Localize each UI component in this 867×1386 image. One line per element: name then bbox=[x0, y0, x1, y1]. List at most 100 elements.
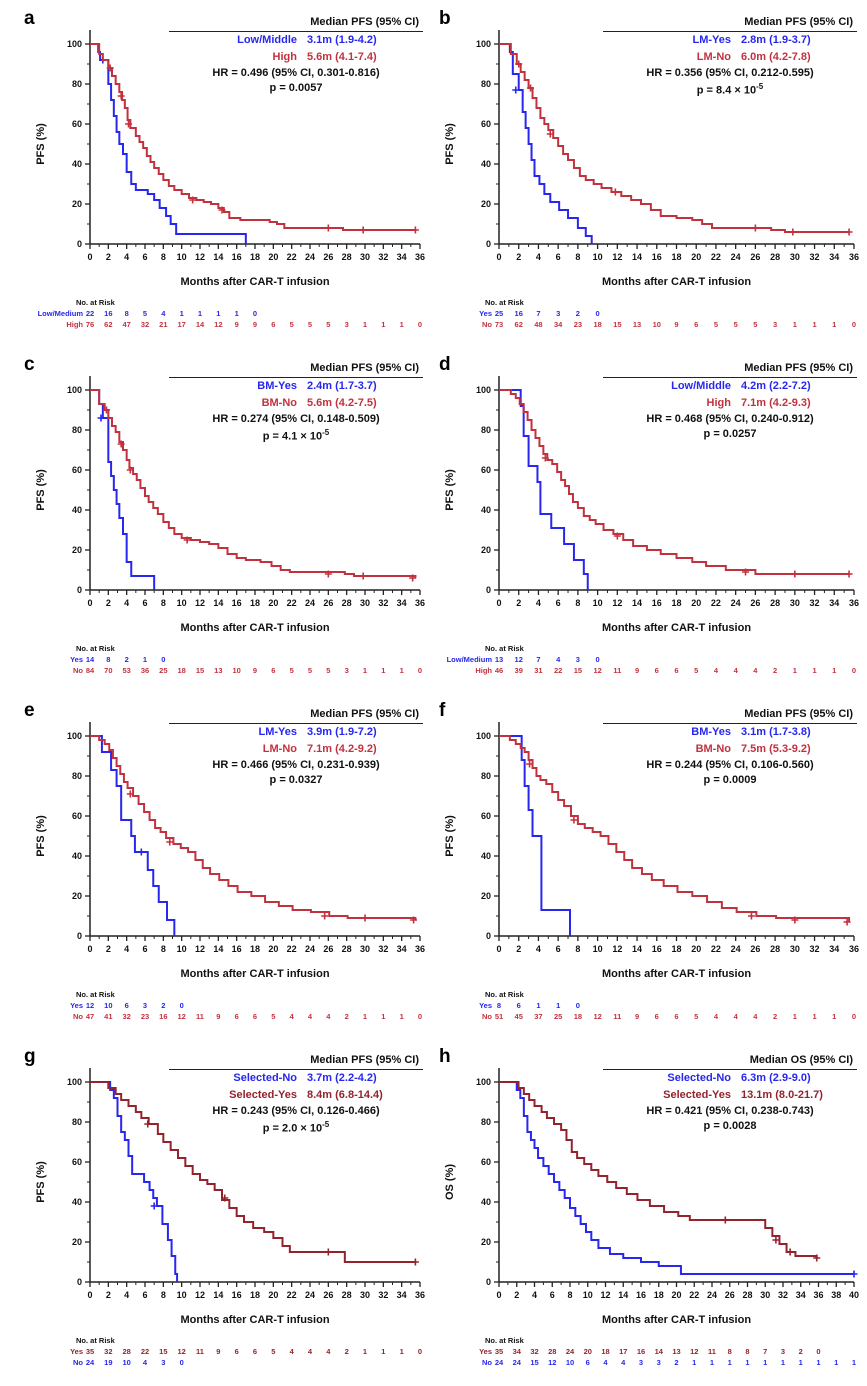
risk-count: 11 bbox=[613, 1012, 622, 1021]
svg-text:60: 60 bbox=[481, 119, 491, 129]
censor-mark bbox=[126, 790, 134, 798]
svg-text:20: 20 bbox=[72, 1237, 82, 1247]
svg-text:10: 10 bbox=[177, 944, 187, 954]
svg-text:18: 18 bbox=[654, 1290, 664, 1300]
risk-count: 5 bbox=[307, 320, 313, 329]
svg-text:8: 8 bbox=[161, 944, 166, 954]
svg-text:18: 18 bbox=[250, 598, 260, 608]
risk-row-label: No bbox=[482, 1358, 492, 1367]
censor-mark bbox=[721, 1216, 729, 1224]
risk-row: Yes 14 8 2 1 0 bbox=[0, 655, 433, 665]
risk-count: 12 bbox=[593, 1012, 602, 1021]
legend-header: Median PFS (95% CI) bbox=[603, 16, 857, 32]
risk-count: 5 bbox=[694, 666, 699, 675]
svg-text:0: 0 bbox=[496, 1290, 501, 1300]
svg-text:18: 18 bbox=[250, 944, 260, 954]
y-axis-title: PFS (%) bbox=[35, 469, 47, 511]
risk-count: 4 bbox=[307, 1012, 313, 1021]
risk-table-label: No. at Risk bbox=[485, 644, 524, 653]
risk-count: 9 bbox=[674, 320, 679, 329]
censor-mark bbox=[411, 1258, 419, 1266]
legend-row: BM-No 7.5m (5.3-9.2) bbox=[603, 743, 857, 757]
risk-row-label: Yes bbox=[70, 655, 83, 664]
hr-text: HR = 0.243 (95% CI, 0.126-0.466) bbox=[212, 1105, 380, 1118]
risk-count: 9 bbox=[252, 320, 258, 329]
risk-row: Low/Medium 22 16 8 5 4 1 1 1 1 0 bbox=[0, 309, 433, 319]
risk-row-label: High bbox=[475, 666, 492, 675]
risk-count: 62 bbox=[514, 320, 523, 329]
risk-count: 0 bbox=[816, 1347, 821, 1356]
svg-text:36: 36 bbox=[415, 598, 425, 608]
svg-text:16: 16 bbox=[652, 252, 662, 262]
legend-header: Median PFS (95% CI) bbox=[169, 16, 423, 32]
risk-count: 32 bbox=[530, 1347, 539, 1356]
censor-mark bbox=[791, 916, 799, 924]
svg-text:16: 16 bbox=[232, 1290, 242, 1300]
risk-count: 6 bbox=[234, 1012, 239, 1021]
risk-count: 5 bbox=[753, 320, 758, 329]
risk-count: 45 bbox=[514, 1012, 523, 1021]
svg-text:12: 12 bbox=[195, 1290, 205, 1300]
panel-g: g 0 20 40 60 80 100 0 2 4 6 8 10 12 14 16 18 20 22 24 26 28 3… bbox=[0, 1038, 433, 1384]
legend-group-label: BM-Yes bbox=[691, 726, 731, 739]
svg-text:36: 36 bbox=[415, 1290, 425, 1300]
risk-count: 1 bbox=[197, 309, 203, 318]
svg-text:24: 24 bbox=[731, 252, 741, 262]
censor-mark bbox=[751, 224, 759, 232]
risk-count: 18 bbox=[601, 1347, 610, 1356]
svg-text:36: 36 bbox=[849, 598, 859, 608]
risk-row: No 51 45 37 25 18 12 11 9 6 6 5 4 4 4 2 1 1 1 0 bbox=[433, 1012, 867, 1022]
legend-group-label: BM-Yes bbox=[257, 380, 297, 393]
svg-text:60: 60 bbox=[481, 1157, 491, 1167]
risk-count: 4 bbox=[161, 309, 166, 318]
panel-d: d 0 20 40 60 80 100 0 2 4 6 8 10 12 14 16 18 20 22 24 26 28 3… bbox=[433, 346, 867, 692]
svg-text:0: 0 bbox=[77, 1277, 82, 1287]
risk-count: 39 bbox=[514, 666, 523, 675]
svg-text:28: 28 bbox=[770, 944, 780, 954]
km-curve-high bbox=[499, 389, 850, 575]
risk-count: 1 bbox=[745, 1358, 750, 1367]
risk-count: 4 bbox=[603, 1358, 608, 1367]
risk-count: 1 bbox=[692, 1358, 697, 1367]
p-value-text: p = 0.0028 bbox=[603, 1120, 857, 1134]
svg-text:2: 2 bbox=[106, 252, 111, 262]
risk-count: 6 bbox=[674, 1012, 679, 1021]
svg-text:36: 36 bbox=[849, 252, 859, 262]
panel-c: c 0 20 40 60 80 100 0 2 4 6 8 10 12 14 16 18 20 22 24 26 28 3… bbox=[0, 346, 433, 692]
risk-count: 23 bbox=[140, 1012, 150, 1021]
legend-row: Selected-Yes 13.1m (8.0-21.7) bbox=[603, 1089, 857, 1103]
svg-text:6: 6 bbox=[142, 598, 147, 608]
km-curve-selected-no bbox=[90, 1081, 179, 1282]
legend-median-value: 6.0m (4.2-7.8) bbox=[741, 50, 811, 63]
risk-count: 17 bbox=[177, 320, 186, 329]
risk-count: 4 bbox=[713, 666, 719, 675]
svg-text:40: 40 bbox=[72, 1197, 82, 1207]
risk-count: 1 bbox=[763, 1358, 768, 1367]
y-axis-title: PFS (%) bbox=[444, 469, 456, 511]
risk-count: 15 bbox=[195, 666, 205, 675]
legend-row: BM-No 5.6m (4.2-7.5) bbox=[169, 397, 423, 411]
svg-text:18: 18 bbox=[250, 252, 260, 262]
risk-count: 15 bbox=[530, 1358, 539, 1367]
svg-text:12: 12 bbox=[195, 252, 205, 262]
risk-count: 24 bbox=[565, 1347, 575, 1356]
risk-count: 3 bbox=[575, 655, 580, 664]
p-value-text: p = 0.0057 bbox=[169, 82, 423, 96]
risk-count: 12 bbox=[690, 1347, 699, 1356]
risk-count: 22 bbox=[85, 309, 95, 318]
risk-count: 2 bbox=[124, 655, 129, 664]
legend-group-label: Low/Middle bbox=[237, 34, 297, 47]
svg-text:60: 60 bbox=[72, 811, 82, 821]
risk-count: 18 bbox=[177, 666, 186, 675]
legend-median-value: 6.3m (2.9-9.0) bbox=[741, 1072, 811, 1085]
risk-count: 14 bbox=[654, 1347, 663, 1356]
svg-text:18: 18 bbox=[250, 1290, 260, 1300]
svg-text:6: 6 bbox=[142, 1290, 147, 1300]
svg-text:10: 10 bbox=[177, 252, 187, 262]
risk-count: 22 bbox=[140, 1347, 150, 1356]
hr-text: HR = 0.421 (95% CI, 0.238-0.743) bbox=[646, 1105, 814, 1118]
censor-mark bbox=[126, 466, 134, 474]
risk-count: 3 bbox=[638, 1358, 644, 1367]
